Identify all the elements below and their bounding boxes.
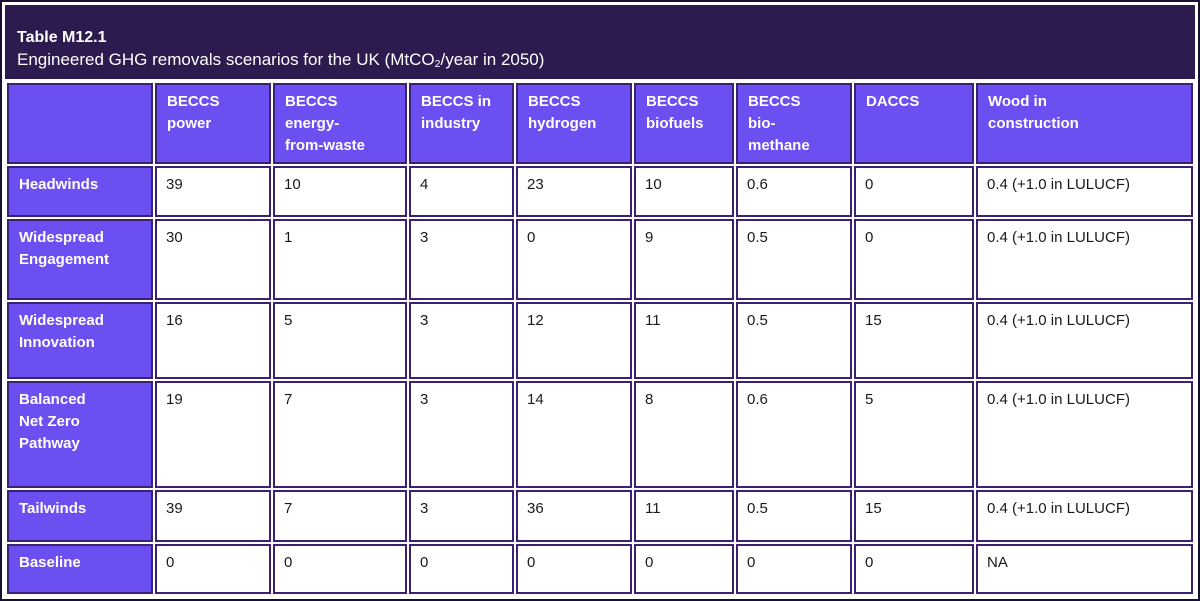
caption-subscript-2: 2 — [434, 57, 441, 70]
data-cell: 3 — [409, 219, 514, 300]
data-cell: 12 — [516, 301, 632, 380]
data-cell: 0 — [854, 543, 974, 594]
caption-text-prefix: Engineered GHG removals scenarios for th… — [17, 49, 435, 69]
data-cell: 0 — [516, 219, 632, 300]
data-cell: 3 — [409, 381, 514, 488]
table-title-band: Table M12.1 Engineered GHG removals scen… — [5, 5, 1195, 79]
data-cell: 0.6 — [736, 381, 852, 488]
data-cell: 0 — [409, 543, 514, 594]
column-header-beccs-power: BECCS power — [155, 83, 271, 165]
data-cell: 14 — [516, 381, 632, 488]
table-row-balanced-net-zero-pathway: Balanced Net Zero Pathway 19 7 3 14 8 0.… — [7, 381, 1193, 488]
data-cell: 0 — [854, 219, 974, 300]
data-cell: 0.4 (+1.0 in LULUCF) — [976, 381, 1193, 488]
table-row-widespread-innovation: Widespread Innovation 16 5 3 12 11 0.5 1… — [7, 301, 1193, 380]
column-header-beccs-hydrogen: BECCS hydrogen — [516, 83, 632, 165]
table-row-tailwinds: Tailwinds 39 7 3 36 11 0.5 15 0.4 (+1.0 … — [7, 489, 1193, 542]
table-number: Table M12.1 — [17, 28, 107, 46]
data-cell: 9 — [634, 219, 734, 300]
data-cell: 5 — [854, 381, 974, 488]
data-cell: 39 — [155, 166, 271, 218]
data-cell: 0.5 — [736, 301, 852, 380]
data-cell: 0.4 (+1.0 in LULUCF) — [976, 166, 1193, 218]
data-cell: 36 — [516, 489, 632, 542]
data-cell: 5 — [273, 301, 407, 380]
table-header-row: BECCS power BECCS energy- from-waste BEC… — [7, 83, 1193, 165]
row-label-widespread-innovation: Widespread Innovation — [7, 301, 153, 380]
data-cell: 10 — [273, 166, 407, 218]
data-cell: 1 — [273, 219, 407, 300]
data-cell: 0 — [854, 166, 974, 218]
data-cell: 0.4 (+1.0 in LULUCF) — [976, 301, 1193, 380]
data-cell: 15 — [854, 489, 974, 542]
data-cell: 11 — [634, 489, 734, 542]
caption-text-suffix: /year in 2050) — [440, 49, 545, 69]
data-cell: 10 — [634, 166, 734, 218]
data-cell: 39 — [155, 489, 271, 542]
data-cell: 3 — [409, 489, 514, 542]
row-label-widespread-engagement: Widespread Engagement — [7, 219, 153, 300]
data-cell: 15 — [854, 301, 974, 380]
table-row-baseline: Baseline 0 0 0 0 0 0 0 NA — [7, 543, 1193, 594]
data-cell: 0 — [634, 543, 734, 594]
data-cell: 0 — [273, 543, 407, 594]
data-cell: 0.5 — [736, 489, 852, 542]
data-cell: 0 — [155, 543, 271, 594]
data-cell: 0.6 — [736, 166, 852, 218]
data-cell: 19 — [155, 381, 271, 488]
data-cell: 0.5 — [736, 219, 852, 300]
data-cell: 30 — [155, 219, 271, 300]
table-row-headwinds: Headwinds 39 10 4 23 10 0.6 0 0.4 (+1.0 … — [7, 166, 1193, 218]
row-label-balanced-net-zero-pathway: Balanced Net Zero Pathway — [7, 381, 153, 488]
scenarios-table: BECCS power BECCS energy- from-waste BEC… — [5, 81, 1195, 596]
data-cell: NA — [976, 543, 1193, 594]
data-cell: 23 — [516, 166, 632, 218]
data-cell: 0.4 (+1.0 in LULUCF) — [976, 219, 1193, 300]
data-cell: 7 — [273, 381, 407, 488]
column-header-wood-in-construction: Wood in construction — [976, 83, 1193, 165]
row-label-tailwinds: Tailwinds — [7, 489, 153, 542]
table-caption: Engineered GHG removals scenarios for th… — [17, 49, 1183, 71]
data-cell: 4 — [409, 166, 514, 218]
data-cell: 8 — [634, 381, 734, 488]
column-header-beccs-in-industry: BECCS in industry — [409, 83, 514, 165]
row-label-baseline: Baseline — [7, 543, 153, 594]
column-header-daccs: DACCS — [854, 83, 974, 165]
data-cell: 3 — [409, 301, 514, 380]
corner-cell — [7, 83, 153, 165]
data-cell: 0 — [516, 543, 632, 594]
row-label-headwinds: Headwinds — [7, 166, 153, 218]
column-header-beccs-biofuels: BECCS biofuels — [634, 83, 734, 165]
column-header-beccs-energy-from-waste: BECCS energy- from-waste — [273, 83, 407, 165]
data-cell: 0 — [736, 543, 852, 594]
data-cell: 11 — [634, 301, 734, 380]
data-cell: 16 — [155, 301, 271, 380]
table-row-widespread-engagement: Widespread Engagement 30 1 3 0 9 0.5 0 0… — [7, 219, 1193, 300]
data-cell: 7 — [273, 489, 407, 542]
data-cell: 0.4 (+1.0 in LULUCF) — [976, 489, 1193, 542]
column-header-beccs-bio-methane: BECCS bio- methane — [736, 83, 852, 165]
